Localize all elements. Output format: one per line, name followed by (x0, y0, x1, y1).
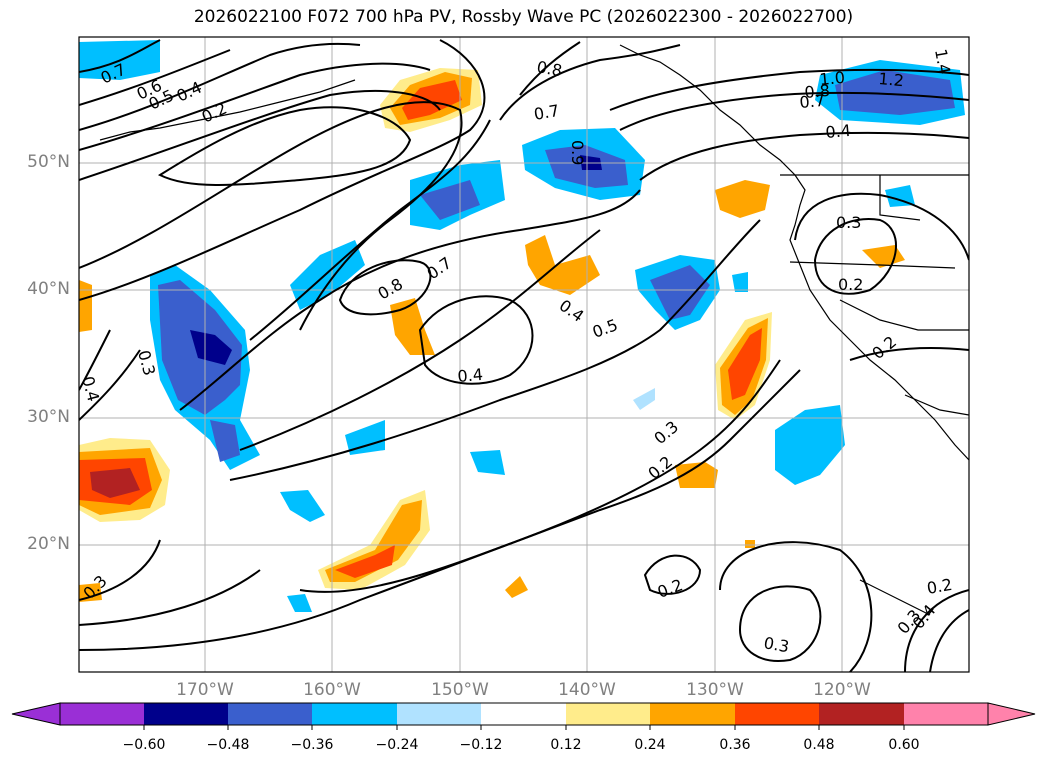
neg-anomaly-s4 (287, 594, 312, 612)
colorbar-cell (819, 703, 904, 725)
pos-anomaly-sw-core (90, 468, 140, 498)
contour-label: 1.4 (931, 47, 954, 75)
colorbar-tick-label: −0.48 (206, 737, 250, 753)
lon-label-120w: 120°W (813, 680, 871, 700)
colorbar-tick-label: −0.24 (375, 737, 419, 753)
colorbar-extend-low (11, 702, 61, 726)
coastlines (99, 44, 969, 616)
colorbar-tick-label: 0.60 (888, 737, 920, 753)
colorbar-cell (312, 703, 397, 725)
colorbar-extend-high (987, 702, 1036, 726)
chart-title: 2026022100 F072 700 hPa PV, Rossby Wave … (193, 7, 854, 27)
neg-anomaly-s2 (470, 450, 505, 475)
colorbar-cell (481, 703, 566, 725)
colorbar-cell (397, 703, 481, 725)
pos-anomaly-small1 (505, 576, 528, 598)
contour-label: 0.4 (457, 365, 484, 386)
pos-anomaly-small2 (79, 583, 102, 602)
pv-contours (79, 39, 969, 672)
pos-anomaly-s-core (335, 545, 395, 578)
gridlines (79, 37, 969, 672)
contour-label: 0.3 (762, 633, 790, 656)
neg-anomaly-c2 (290, 240, 365, 310)
pos-anomaly-edge (79, 280, 92, 332)
neg-anomaly-s3 (280, 490, 325, 522)
contour-label: 0.2 (925, 575, 953, 598)
pos-anomaly-e-core (728, 328, 762, 400)
neg-anomaly-small1 (885, 185, 915, 207)
lat-label-50n: 50°N (27, 152, 70, 172)
colorbar-cell (60, 703, 144, 725)
contour-label: 1.0 (819, 68, 846, 89)
lon-label-140w: 140°W (558, 680, 616, 700)
colorbar-tick-label: −0.60 (122, 737, 166, 753)
colorbar-tick-label: −0.12 (459, 737, 503, 753)
pos-anomaly-small3 (745, 540, 755, 548)
contour-label: 0.4 (825, 121, 852, 142)
colorbar-tick-label: 0.24 (634, 737, 666, 753)
colorbar-cell (904, 703, 988, 725)
pos-anomaly-c2 (390, 298, 435, 355)
colorbar (11, 702, 1036, 730)
colorbar-tick-label: −0.36 (290, 737, 334, 753)
lat-label-40n: 40°N (27, 279, 70, 299)
colorbar-tick-label: 0.48 (803, 737, 835, 753)
pos-anomaly-s-mid (325, 500, 422, 582)
colorbar-cell (735, 703, 819, 725)
colorbar-cell (650, 703, 735, 725)
colorbar-tick-label: 0.36 (719, 737, 751, 753)
lon-label-130w: 130°W (686, 680, 744, 700)
pos-anomaly-c1 (525, 235, 600, 295)
map-frame (78, 36, 970, 673)
contour-label: 0.8 (535, 57, 563, 80)
lon-label-170w: 170°W (176, 680, 234, 700)
colorbar-cell (228, 703, 312, 725)
contour-label: 0.7 (799, 91, 826, 112)
lat-label-30n: 30°N (27, 407, 70, 427)
lat-label-20n: 20°N (27, 534, 70, 554)
neg-anomaly-small3 (633, 388, 655, 410)
neg-anomaly-w-core (190, 330, 232, 365)
contour-label: 0.7 (532, 101, 560, 124)
lon-label-150w: 150°W (431, 680, 489, 700)
neg-anomaly-ne-core (835, 70, 955, 115)
lon-label-160w: 160°W (303, 680, 361, 700)
contour-label: 1.2 (878, 69, 905, 90)
contour-label: 0.8 (804, 81, 831, 102)
pos-anomaly-c3 (715, 180, 770, 218)
contour-label: 0.9 (568, 140, 587, 165)
neg-anomaly-s1 (345, 420, 385, 455)
pos-anomaly-n-core (402, 80, 462, 120)
pv-shading (79, 40, 965, 612)
neg-anomaly-w-tail (210, 420, 240, 462)
neg-anomaly-se (775, 405, 845, 485)
pos-anomaly-c5 (862, 245, 905, 268)
pos-anomaly-c4 (675, 462, 718, 488)
contour-label: 0.2 (838, 275, 863, 294)
colorbar-cell (566, 703, 650, 725)
neg-anomaly-c1-core (420, 180, 480, 220)
colorbar-cell (144, 703, 228, 725)
neg-anomaly-e1-core (650, 265, 710, 320)
colorbar-tick-label: 0.12 (550, 737, 582, 753)
contour-label: 0.3 (836, 213, 861, 232)
neg-anomaly-small2 (732, 272, 748, 292)
